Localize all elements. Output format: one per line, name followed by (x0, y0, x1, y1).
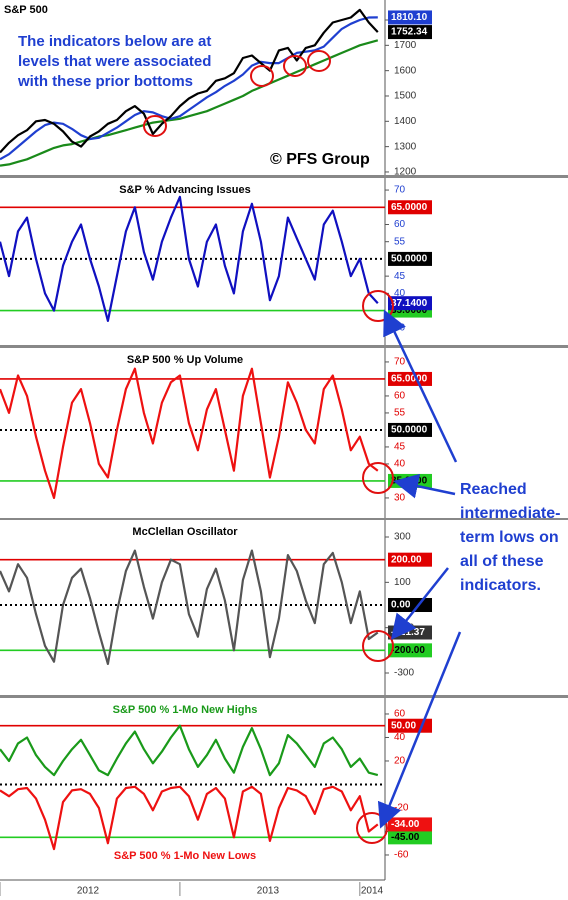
y-tick-label: 55 (394, 236, 406, 247)
reference-label-box (388, 251, 432, 266)
callout: all of these (460, 553, 544, 570)
panel-separator (0, 518, 568, 520)
y-tick-label: 70 (394, 185, 406, 196)
reference-label: 50.00 (391, 720, 416, 731)
low-circle (362, 290, 394, 322)
low-circle (362, 462, 394, 494)
y-tick-label: 1400 (394, 116, 417, 127)
y-tick-label: 60 (394, 219, 406, 230)
end-label-box (388, 10, 432, 25)
reference-label-box (388, 371, 432, 386)
reference-label-box (388, 200, 432, 215)
y-tick-label: 70 (394, 357, 406, 368)
series-line (0, 367, 379, 499)
y-tick-label: -60 (394, 850, 409, 861)
low-circle (362, 630, 394, 662)
series-line (0, 785, 379, 851)
arrows (377, 309, 462, 829)
chart-title: S&P 500 (4, 4, 48, 16)
reference-label: 65.0000 (391, 202, 428, 213)
reference-label-box (388, 830, 432, 845)
panel-separator (0, 695, 568, 698)
y-tick-label: 1700 (394, 40, 417, 51)
reference-label: 35.0000 (391, 305, 428, 316)
bottom-circle (250, 65, 274, 87)
y-tick-label: 1500 (394, 91, 417, 102)
x-tick-label: 2012 (77, 886, 100, 897)
series-line (0, 16, 378, 161)
reference-label: 65.0000 (391, 374, 428, 385)
annotation: levels that were associated (18, 53, 211, 70)
panel-separator (0, 175, 568, 178)
y-tick-label: 30 (394, 493, 406, 504)
y-tick-label: 1600 (394, 65, 417, 76)
series-line (0, 195, 379, 322)
reference-label: -45.00 (391, 832, 420, 843)
arrow (393, 473, 456, 499)
y-tick-label: 60 (394, 391, 406, 402)
bottom-circle (143, 115, 167, 137)
callout: indicators. (460, 577, 541, 594)
y-tick-label: 45 (394, 271, 406, 282)
y-tick-label: -300 (394, 668, 414, 679)
chart-title: S&P 500 % Up Volume (127, 354, 243, 366)
arrow (383, 309, 458, 463)
series-name: S&P 500 % 1-Mo New Lows (114, 850, 256, 862)
callout: Reached (460, 481, 527, 498)
y-tick-label: 55 (394, 408, 406, 419)
highlights (143, 50, 394, 844)
arrow (377, 631, 462, 829)
y-tick-label: 100 (394, 577, 411, 588)
y-tick-label: 60 (394, 709, 406, 720)
reference-label-box (388, 643, 432, 658)
y-tick-label: -20 (394, 803, 409, 814)
y-tick-label: 20 (394, 756, 406, 767)
end-label: 1752.34 (391, 27, 428, 38)
y-tick-label: 40 (394, 732, 406, 743)
credit: © PFS Group (270, 151, 370, 168)
x-tick-label: 2014 (361, 886, 384, 897)
reference-label-box (388, 422, 432, 437)
y-tick-label: 1200 (394, 167, 417, 178)
callout: term lows on (460, 529, 559, 546)
series-line (0, 724, 379, 777)
reference-label: 200.00 (391, 554, 422, 565)
arrow (390, 567, 449, 640)
reference-label: -200.00 (391, 645, 425, 656)
chart-title: McClellan Oscillator (132, 526, 238, 538)
chart-title: S&P % Advancing Issues (119, 184, 250, 196)
y-tick-label: 45 (394, 442, 406, 453)
panel-separator (0, 345, 568, 348)
series-name: S&P 500 % 1-Mo New Highs (113, 704, 258, 716)
reference-label: 50.0000 (391, 425, 428, 436)
y-tick-label: 300 (394, 532, 411, 543)
series-line (0, 549, 379, 665)
annotation: with these prior bottoms (17, 73, 193, 90)
end-label: 1810.10 (391, 12, 428, 23)
callout: intermediate- (460, 505, 560, 522)
reference-label: 0.00 (391, 600, 411, 611)
y-tick-label: 40 (394, 288, 406, 299)
reference-label-box (388, 552, 432, 567)
bottom-circle (307, 50, 331, 72)
y-tick-label: 40 (394, 459, 406, 470)
end-label-box (388, 25, 432, 40)
end-label: 37.1400 (391, 298, 428, 309)
series-line (0, 8, 379, 154)
bottom-circle (283, 55, 307, 77)
y-tick-label: 1300 (394, 141, 417, 152)
annotation: The indicators below are at (18, 33, 211, 50)
end-label-box (388, 296, 432, 311)
end-label: -34.00 (391, 819, 420, 830)
reference-label: 50.0000 (391, 254, 428, 265)
series-line (0, 39, 379, 167)
x-tick-label: 2013 (257, 886, 280, 897)
